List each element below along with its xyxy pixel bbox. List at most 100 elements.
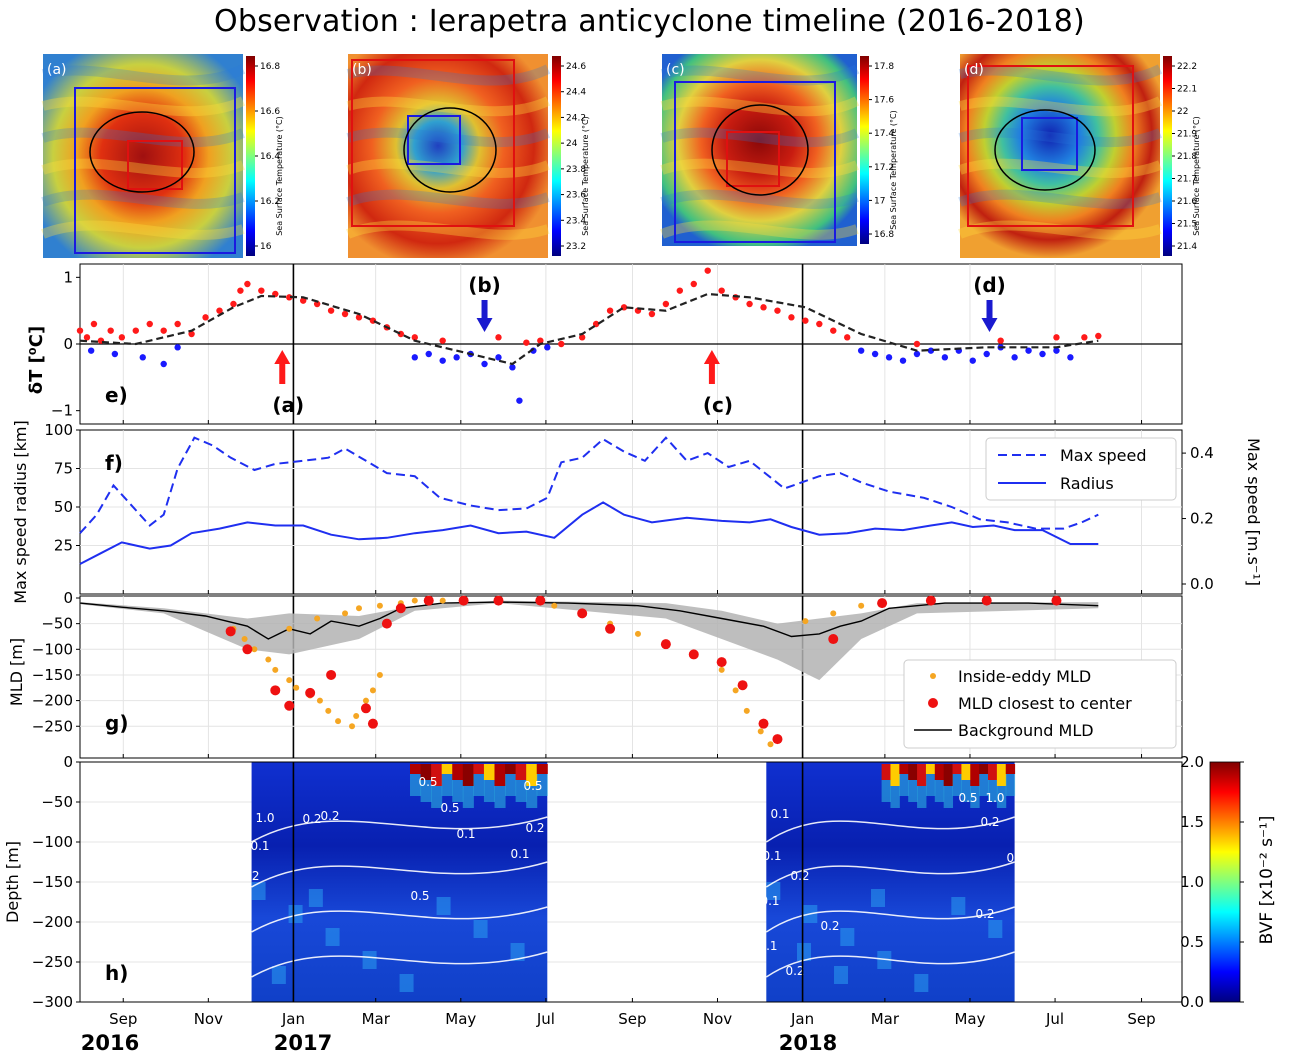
closest-center-point bbox=[772, 734, 783, 745]
sst-streak bbox=[958, 220, 1162, 240]
sst-streak bbox=[41, 96, 246, 117]
contour-label: 0.2 bbox=[1068, 979, 1087, 993]
legend-swatch bbox=[928, 698, 938, 708]
bvf-cell bbox=[431, 764, 443, 786]
x-tick-label: Sep bbox=[1127, 1010, 1155, 1028]
red-point bbox=[411, 334, 418, 341]
sst-streak bbox=[346, 158, 550, 178]
contour-label: 0.5 bbox=[958, 791, 977, 805]
x-tick-label: Mar bbox=[871, 1010, 900, 1028]
inner-box bbox=[127, 140, 183, 190]
eddy-contour bbox=[711, 104, 809, 196]
closest-center-point bbox=[360, 703, 371, 714]
bvf-cell bbox=[441, 774, 453, 796]
y-tick-label: −200 bbox=[32, 913, 73, 931]
sst-streak bbox=[958, 96, 1163, 117]
red-point bbox=[816, 320, 823, 328]
red-point bbox=[132, 327, 139, 334]
sst-map-4: (d) 22.2 22.1 22 21.9 21.8 21.7 21.6 21.5 21.4 Sea… bbox=[958, 54, 1201, 258]
contour-label: 0.1 bbox=[510, 847, 529, 861]
sst-tick-label: 21.4 bbox=[1177, 242, 1197, 252]
sst-tick-label: 22 bbox=[1177, 107, 1188, 117]
inside-eddy-point bbox=[286, 625, 293, 632]
blue-point bbox=[1067, 354, 1074, 361]
sst-tick-label: 21.9 bbox=[1177, 130, 1197, 140]
panel-g-mld: 0 −50 −100 −150 −200 −250 Inside-eddy MLD MLD c… bbox=[7, 589, 1183, 759]
red-point bbox=[118, 334, 126, 341]
red-point bbox=[746, 300, 753, 308]
shared-time-axis: Sep Nov Jan Mar May Jul Sep Nov Jan Mar May Jul Sep 2… bbox=[81, 1010, 1156, 1055]
blue-point bbox=[1053, 347, 1060, 354]
eddy-contour bbox=[994, 109, 1096, 191]
contour-label: 0.2 bbox=[302, 812, 321, 826]
sst-tick-label: 24 bbox=[566, 139, 578, 149]
closest-center-point bbox=[577, 608, 588, 619]
sst-colorbar bbox=[1163, 56, 1172, 256]
red-point bbox=[1053, 334, 1060, 341]
closest-center-point bbox=[877, 598, 888, 609]
colorbar-tick-label: 0.5 bbox=[1180, 933, 1204, 951]
panel-label: f) bbox=[105, 451, 123, 475]
bvf-cell bbox=[934, 764, 945, 780]
colorbar-tick-label: 0.0 bbox=[1180, 993, 1204, 1011]
blue-point bbox=[885, 354, 893, 361]
x-tick-label: Nov bbox=[703, 1010, 732, 1028]
red-point bbox=[107, 327, 114, 334]
sst-streak bbox=[346, 189, 550, 209]
red-point bbox=[286, 294, 293, 301]
bvf-cell bbox=[881, 764, 891, 780]
red-point bbox=[216, 307, 223, 314]
sst-colorbar-label: Sea Surface Temperature (°C) bbox=[889, 110, 898, 230]
bvf-cell bbox=[494, 786, 506, 808]
bvf-cell bbox=[988, 920, 1003, 938]
sst-streak bbox=[958, 64, 1163, 86]
y-tick-label: −300 bbox=[32, 993, 73, 1011]
bvf-contour bbox=[765, 906, 1015, 933]
red-point bbox=[997, 337, 1004, 344]
x-tick-label: Jan bbox=[281, 1010, 305, 1028]
legend-box bbox=[903, 659, 1177, 749]
x-tick-label: Sep bbox=[618, 1010, 646, 1028]
blue-point bbox=[160, 360, 167, 368]
x-tick-label: Jan bbox=[790, 1010, 814, 1028]
y-tick-label: 0 bbox=[63, 753, 73, 771]
sst-tick-label: 21.5 bbox=[1177, 220, 1197, 230]
sst-tick-label: 17.8 bbox=[874, 62, 894, 72]
y-axis-label: Max speed radius [km] bbox=[11, 420, 30, 603]
bvf-cell bbox=[473, 764, 485, 774]
bvf-cell bbox=[251, 882, 266, 900]
red-point bbox=[237, 287, 244, 294]
bvf-cell bbox=[979, 774, 989, 796]
sst-colorbar bbox=[552, 56, 561, 256]
legend-radius: Radius bbox=[1060, 474, 1114, 493]
bvf-cell bbox=[494, 764, 506, 786]
eddy-contour bbox=[403, 107, 497, 193]
bvf-cell bbox=[362, 951, 377, 969]
bvf-contour bbox=[251, 951, 548, 978]
blue-point bbox=[111, 350, 119, 358]
red-point bbox=[648, 310, 656, 318]
inside-eddy-point bbox=[349, 723, 356, 730]
bvf-cell bbox=[515, 780, 527, 802]
bvf-cell bbox=[943, 786, 954, 808]
closest-center-point bbox=[688, 649, 699, 660]
closest-center-point bbox=[458, 595, 469, 606]
closest-center-point bbox=[828, 634, 839, 645]
bvf-cell bbox=[917, 786, 927, 808]
map-label: (c) bbox=[666, 62, 685, 78]
blue-point bbox=[941, 354, 949, 361]
sst-tick-label: 17.4 bbox=[874, 129, 894, 139]
sst-tick-label: 22.2 bbox=[1177, 62, 1197, 72]
bvf-cell bbox=[881, 780, 891, 802]
bvf-cell bbox=[410, 764, 422, 774]
bvf-cell bbox=[961, 764, 971, 780]
sst-tick-label: 21.7 bbox=[1177, 175, 1197, 185]
bvf-cell bbox=[970, 786, 980, 808]
contour-label: 0.1 bbox=[762, 849, 781, 863]
contour-label: 0.2 bbox=[785, 964, 804, 978]
inside-eddy-point bbox=[251, 646, 258, 653]
blue-point bbox=[174, 344, 181, 351]
y-right-tick-label: 0.0 bbox=[1190, 575, 1214, 593]
